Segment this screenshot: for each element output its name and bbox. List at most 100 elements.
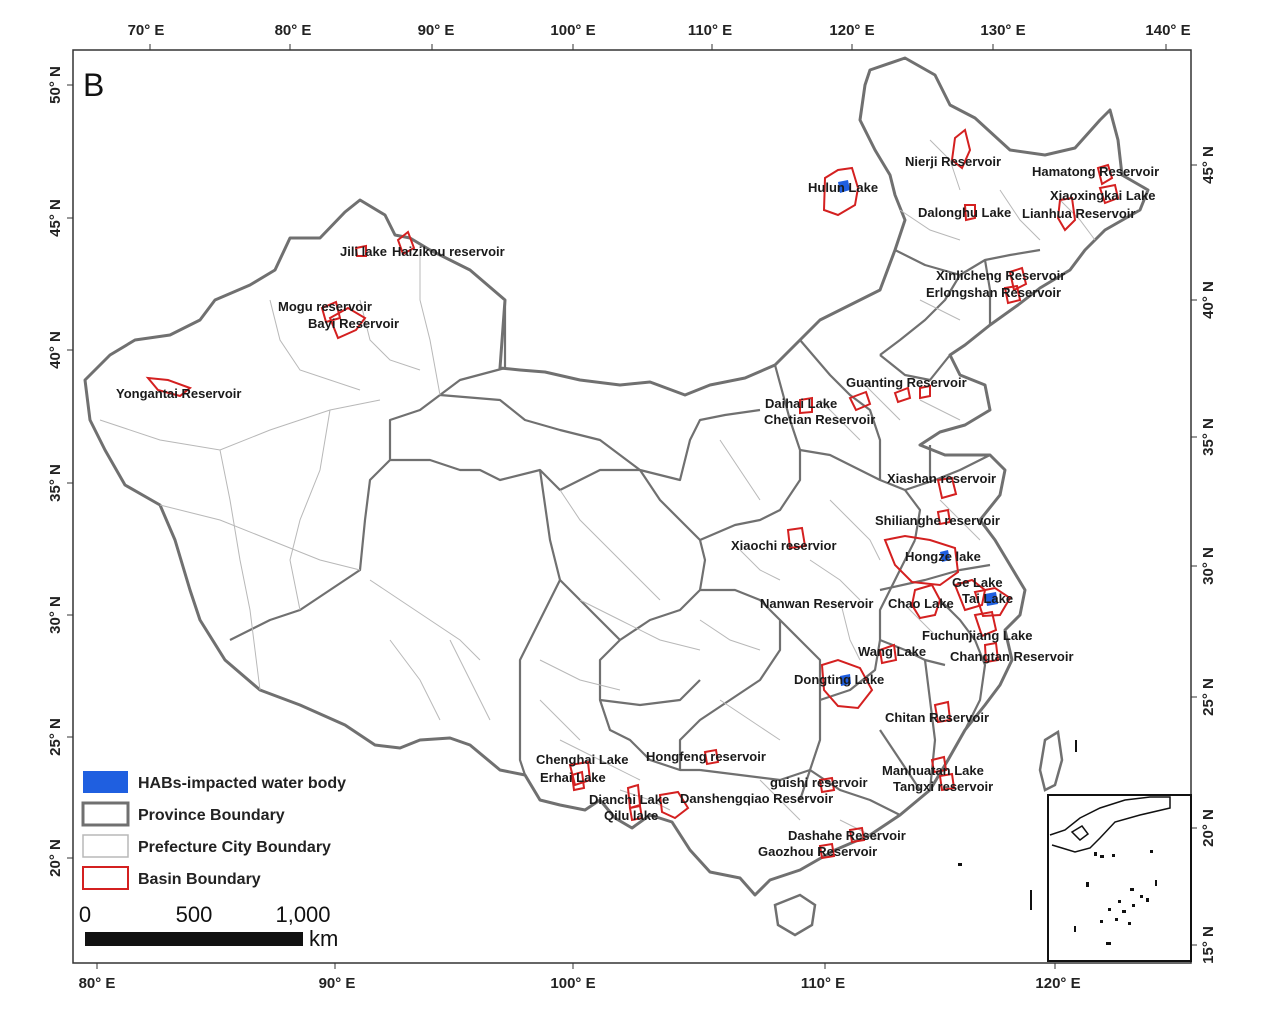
lake-label: Ge Lake [952, 575, 1003, 590]
water-body-labels: Nierji Reservoir Hamatong Reservoir Hulu… [116, 154, 1159, 859]
small-islands [958, 740, 1077, 910]
lake-label: Xiaoxingkai Lake [1050, 188, 1156, 203]
basin-haizikou [396, 230, 416, 256]
legend-basin-swatch [82, 866, 129, 890]
bottom-tick-label: 80° E [79, 975, 116, 992]
right-tick-label: 15° N [1200, 926, 1217, 964]
lake-label: Erlongshan Reservoir [926, 285, 1061, 300]
basin-ge [953, 578, 987, 612]
left-tick-label: 50° N [47, 66, 64, 104]
inset-coastline [1049, 796, 1171, 853]
lake-label: Hamatong Reservoir [1032, 164, 1159, 179]
lake-label: Tai Lake [962, 591, 1013, 606]
basin-erhai [570, 770, 586, 792]
basin-bayi [328, 306, 367, 340]
basin-xiashan [936, 476, 958, 500]
taiwan-island [1038, 729, 1064, 792]
lake-label: Tangxi reservoir [893, 779, 993, 794]
scale-bar: 0 500 1,000 km [79, 902, 338, 951]
lake-label: Hulun Lake [808, 180, 878, 195]
inset-hainan [1070, 825, 1090, 841]
basin-danshengqiao [658, 790, 690, 820]
lake-label: Shilianghe reservoir [875, 513, 1000, 528]
top-tick-label: 100° E [550, 22, 595, 39]
lake-label: Chitan Reservoir [885, 710, 989, 725]
lake-label: Hongfeng reservoir [646, 749, 766, 764]
left-tick-label: 25° N [47, 718, 64, 756]
basin-dongting [820, 658, 874, 710]
lake-label: Wang Lake [858, 644, 926, 659]
bottom-tick-label: 110° E [801, 975, 845, 992]
legend-province-swatch [81, 801, 130, 827]
scale-tick-500: 500 [176, 902, 213, 927]
basin-shilianghe [936, 508, 952, 526]
left-tick-label: 35° N [47, 464, 64, 502]
legend-prefecture-label: Prefecture City Boundary [138, 839, 331, 856]
legend-habs-label: HABs-impacted water body [138, 775, 346, 792]
top-tick-label: 70° E [128, 22, 165, 39]
inset-islands [1074, 850, 1157, 945]
habs-water-bodies [838, 180, 998, 686]
left-tick-label: 20° N [47, 839, 64, 877]
lake-label: guishi reservoir [770, 775, 868, 790]
right-tick-label: 25° N [1200, 678, 1217, 716]
lake-label: Lianhua Reservoir [1022, 206, 1135, 221]
basin-hongze [883, 534, 960, 587]
top-axis-labels: 70° E 80° E 90° E 100° E 110° E 120° E 1… [128, 22, 1191, 39]
inset-map [1047, 794, 1192, 962]
right-axis-labels: 45° N 40° N 35° N 30° N 25° N 20° N 15° … [1200, 146, 1217, 964]
basin-nierji [950, 128, 972, 170]
right-tick-label: 30° N [1200, 547, 1217, 585]
lake-label: Manhuatan Lake [882, 763, 984, 778]
legend-habs-swatch [83, 771, 128, 793]
right-tick-label: 35° N [1200, 418, 1217, 456]
basin-guanting-a [893, 386, 912, 404]
top-tick-label: 140° E [1145, 22, 1190, 39]
basin-changtan [983, 641, 1000, 664]
lake-label: Xinlicheng Reservoir [936, 268, 1065, 283]
basin-boundaries [145, 128, 1120, 860]
lake-label: Dalonghu Lake [918, 205, 1011, 220]
right-tick-label: 40° N [1200, 281, 1217, 319]
lake-label: Jili lake [340, 244, 387, 259]
basin-yongantai [145, 376, 193, 398]
lake-label: Qilu lake [604, 808, 658, 823]
province-boundaries [229, 248, 1041, 816]
lake-label: Haizikou reservoir [392, 244, 505, 259]
left-tick-label: 30° N [47, 596, 64, 634]
lake-label: Changtan Reservoir [950, 649, 1074, 664]
basin-gaozhou [818, 842, 836, 860]
lake-label: Xiashan reservoir [887, 471, 996, 486]
basin-hulun [822, 166, 860, 217]
legend-basin-label: Basin Boundary [138, 871, 261, 888]
basin-dashahe [848, 826, 866, 844]
top-tick-label: 110° E [688, 22, 732, 39]
scale-tick-1000: 1,000 [275, 902, 330, 927]
basin-guanting-b [919, 384, 931, 400]
lake-label: Nierji Reservoir [905, 154, 1001, 169]
lake-label: Nanwan Reservoir [760, 596, 873, 611]
basin-dalonghu [963, 204, 976, 222]
bottom-tick-label: 90° E [319, 975, 356, 992]
basin-chao [910, 583, 942, 620]
panel-label: B [83, 67, 104, 103]
basin-daihai [799, 396, 813, 415]
scale-unit: km [309, 926, 338, 951]
basin-jili [354, 244, 367, 257]
left-tick-label: 40° N [47, 331, 64, 369]
left-axis-labels: 50° N 45° N 40° N 35° N 30° N 25° N 20° … [47, 66, 64, 877]
lake-label: Mogu reservoir [278, 299, 372, 314]
lake-label: Bayi Reservoir [308, 316, 399, 331]
basin-hamatong [1096, 163, 1114, 186]
basin-guishi [818, 776, 836, 794]
basin-mogu [320, 300, 342, 324]
basin-xiaoxingkai [1098, 183, 1120, 205]
lake-label: Dongting Lake [794, 672, 884, 687]
lake-label: Chenghai Lake [536, 752, 628, 767]
top-tick-label: 130° E [980, 22, 1025, 39]
lake-label: Erhai Lake [540, 770, 606, 785]
basin-xinlicheng [1008, 266, 1028, 292]
habs-dongting-lake [840, 674, 851, 686]
scale-bar-rule [85, 932, 303, 946]
